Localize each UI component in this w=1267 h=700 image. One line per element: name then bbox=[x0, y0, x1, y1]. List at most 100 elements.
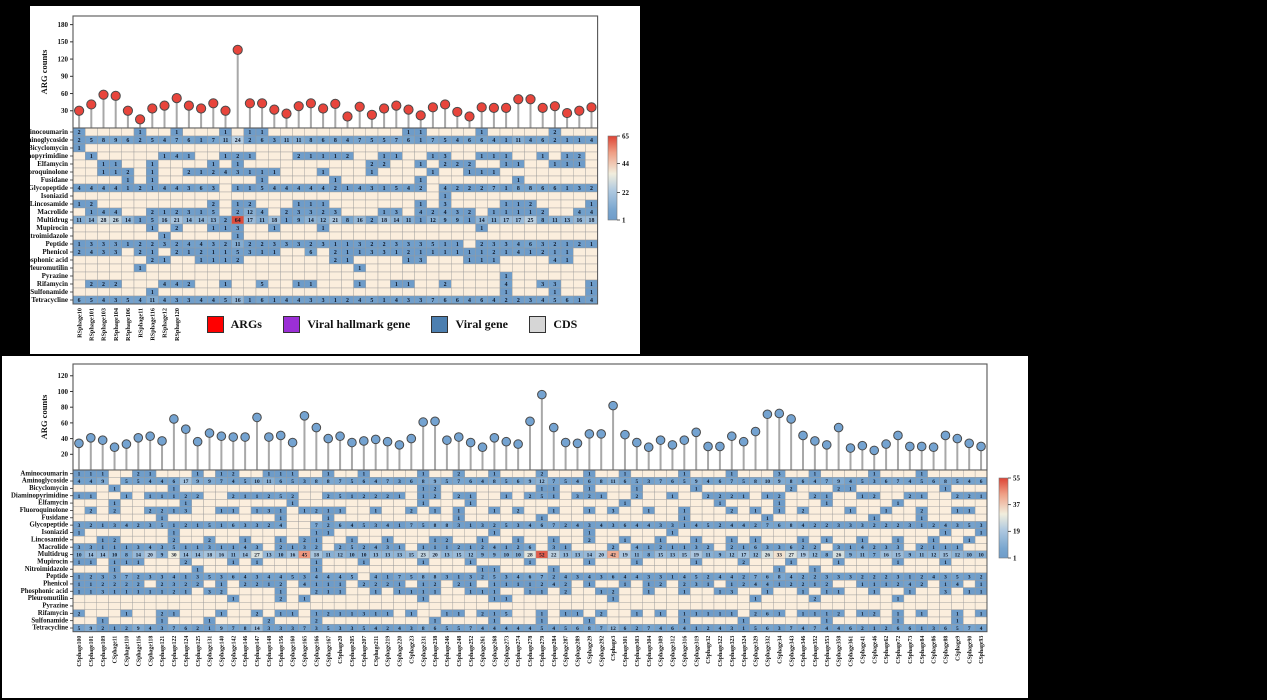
heatmap-cell bbox=[773, 616, 786, 625]
heatmap-cell-value: 14 bbox=[242, 553, 248, 559]
heatmap-cell-value: 2 bbox=[90, 202, 93, 208]
y-tick-label: 60 bbox=[61, 90, 69, 98]
heatmap-cell bbox=[274, 616, 287, 625]
heatmap-cell-value: 2 bbox=[457, 494, 460, 500]
heatmap-cell bbox=[499, 223, 513, 233]
heatmap-cell bbox=[832, 491, 845, 500]
heatmap-cell bbox=[500, 484, 513, 493]
heatmap-cell bbox=[585, 271, 598, 281]
heatmap-cell bbox=[390, 191, 403, 201]
heatmap-cell bbox=[322, 484, 335, 493]
heatmap-cell bbox=[512, 231, 525, 241]
heatmap-cell bbox=[365, 151, 379, 161]
heatmap-cell bbox=[475, 231, 489, 241]
heatmap-cell-value: 3 bbox=[196, 575, 199, 581]
heatmap-cell bbox=[606, 528, 620, 537]
heatmap-cell bbox=[642, 557, 655, 566]
heatmap-cell bbox=[773, 535, 786, 544]
heatmap-cell bbox=[231, 143, 245, 153]
heatmap-cell-value: 2 bbox=[564, 589, 567, 595]
heatmap-cell-value: 4 bbox=[395, 298, 398, 304]
heatmap-cell-value: 1 bbox=[566, 250, 569, 256]
heatmap-cell bbox=[879, 616, 893, 625]
heatmap-cell-value: 1 bbox=[730, 472, 733, 478]
heatmap-cell bbox=[630, 580, 643, 588]
heatmap-cell bbox=[333, 565, 347, 574]
heatmap-cell bbox=[701, 499, 715, 507]
heatmap-cell bbox=[666, 469, 679, 478]
heatmap-cell bbox=[414, 279, 428, 289]
heatmap-cell bbox=[203, 499, 216, 507]
heatmap-cell bbox=[844, 616, 857, 625]
heatmap-cell-value: 8 bbox=[825, 553, 828, 559]
heatmap-cell bbox=[438, 263, 452, 273]
row-label: Isoniazid bbox=[41, 192, 68, 200]
heatmap-cell bbox=[96, 491, 109, 500]
heatmap-cell-value: 1 bbox=[248, 154, 251, 160]
heatmap-cell-value: 2 bbox=[659, 582, 662, 588]
heatmap-cell bbox=[243, 271, 257, 281]
heatmap-cell-value: 3 bbox=[469, 575, 472, 581]
heatmap-cell-value: 1 bbox=[398, 545, 401, 551]
heatmap-cell bbox=[85, 223, 98, 233]
heatmap-cell-value: 1 bbox=[517, 210, 520, 216]
heatmap-cell-value: 2 bbox=[468, 186, 471, 192]
heatmap-cell-value: 6 bbox=[980, 479, 983, 485]
heatmap-cell-value: 15 bbox=[409, 553, 415, 559]
lollipop-dot bbox=[379, 103, 390, 114]
heatmap-cell-value: 1 bbox=[566, 138, 569, 144]
heatmap-cell-value: 1 bbox=[814, 567, 817, 573]
heatmap-cell-value: 10 bbox=[349, 553, 355, 559]
heatmap-cell bbox=[713, 594, 727, 603]
heatmap-cell bbox=[304, 223, 318, 233]
heatmap-cell bbox=[559, 469, 572, 478]
heatmap-cell bbox=[536, 199, 550, 209]
heatmap-cell-value: 26 bbox=[113, 218, 119, 224]
heatmap-cell-value: 5 bbox=[236, 250, 239, 256]
heatmap-cell bbox=[377, 143, 391, 153]
heatmap-cell-value: 1 bbox=[419, 130, 422, 136]
heatmap-cell-value: 3 bbox=[268, 508, 271, 514]
heatmap-cell-value: 1 bbox=[383, 186, 386, 192]
heatmap-cell bbox=[84, 616, 97, 625]
heatmap-cell-value: 1 bbox=[566, 154, 569, 160]
heatmap-cell-value: 11 bbox=[634, 553, 639, 559]
heatmap-cell bbox=[440, 602, 454, 610]
heatmap-cell-value: 5 bbox=[383, 138, 386, 144]
heatmap-cell bbox=[298, 499, 311, 507]
heatmap-cell bbox=[286, 484, 299, 493]
heatmap-cell bbox=[179, 609, 192, 618]
heatmap-cell-value: 1 bbox=[303, 508, 306, 514]
heatmap-cell-value: 4 bbox=[285, 298, 288, 304]
row-labels: AminocoumarinAminoglycosideBicyclomycinD… bbox=[11, 470, 73, 632]
heatmap-cell-value: 3 bbox=[297, 242, 300, 248]
row-label: Macrolide bbox=[37, 208, 68, 216]
column-label: CSphage205 bbox=[350, 636, 356, 667]
heatmap-cell bbox=[426, 143, 440, 153]
heatmap-cell-value: 2 bbox=[814, 575, 817, 581]
heatmap-cell bbox=[573, 175, 586, 185]
row-label: Multidrug bbox=[37, 216, 69, 224]
heatmap-cell bbox=[405, 602, 418, 610]
heatmap-cell-value: 1 bbox=[742, 626, 745, 632]
heatmap-cell bbox=[560, 279, 574, 289]
heatmap-cell bbox=[191, 535, 204, 544]
lollipop-dot bbox=[440, 99, 451, 110]
heatmap-cell bbox=[571, 535, 584, 544]
heatmap-cell-value: 16 bbox=[357, 218, 363, 224]
heatmap-cell-value: 1 bbox=[754, 538, 757, 544]
heatmap-cell-value: 2 bbox=[897, 582, 900, 588]
heatmap-cell-value: 1 bbox=[113, 567, 116, 573]
heatmap-cell bbox=[832, 580, 845, 588]
heatmap-cell bbox=[72, 287, 86, 297]
heatmap-cell-value: 4 bbox=[163, 138, 166, 144]
heatmap-cell bbox=[109, 263, 122, 273]
heatmap-cell bbox=[219, 271, 232, 281]
heatmap-cell bbox=[595, 565, 608, 574]
heatmap-cell-value: 1 bbox=[90, 210, 93, 216]
heatmap-cell-value: 2 bbox=[431, 210, 434, 216]
heatmap-cell bbox=[690, 491, 703, 500]
heatmap-cell-value: 3 bbox=[370, 186, 373, 192]
heatmap-cell-value: 3 bbox=[407, 298, 410, 304]
